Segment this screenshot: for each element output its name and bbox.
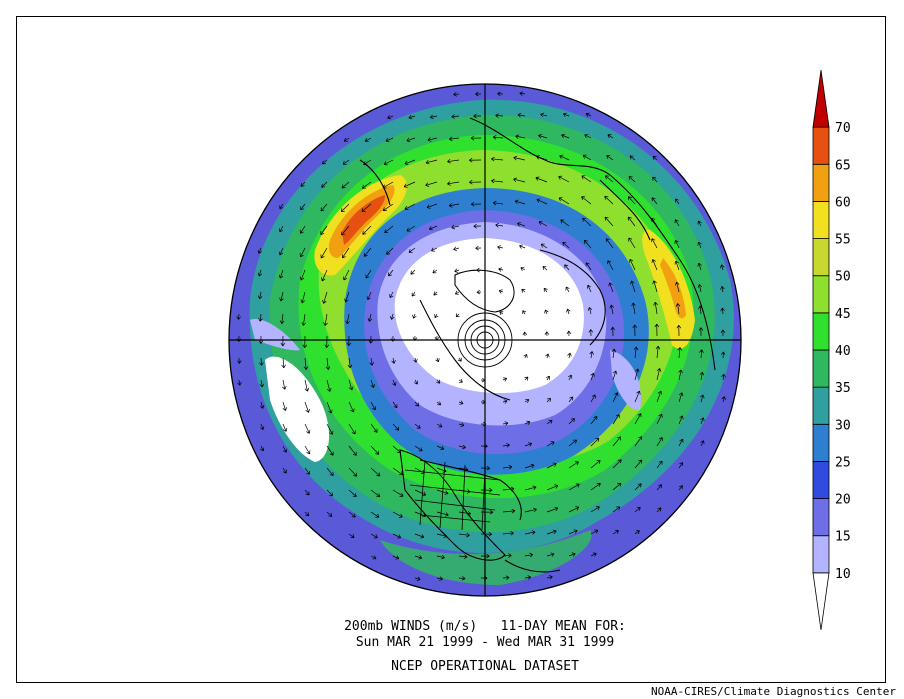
colorbar-label: 20 [835,493,851,508]
asian-jet-core-yellow [642,229,695,349]
footer-credit: NOAA-CIRES/Climate Diagnostics Center [650,685,896,698]
colorbar-label: 30 [835,418,851,433]
colorbar-label: 45 [835,307,851,322]
colorbar-label: 25 [835,455,851,470]
colorbar-swatch [812,535,830,574]
colorbar-label: 50 [835,270,851,285]
colorbar-label: 10 [835,567,851,582]
country-borders [404,459,501,531]
asian-jet-core-orange [660,258,686,319]
colorbar-swatch [812,69,830,128]
colorbar-swatch [812,461,830,499]
colorbar-swatch [812,126,830,165]
colorbar-label: 15 [835,530,851,545]
caption-line-3: NCEP OPERATIONAL DATASET [391,659,579,674]
colorbar-swatch [812,275,830,314]
colorbar-swatch [812,238,830,277]
colorbar-swatch [812,349,830,388]
wind-vectors [236,91,726,581]
caption-line-2: Sun MAR 21 1999 - Wed MAR 31 1999 [355,635,615,650]
figure-frame [16,16,886,683]
colorbar-label: 55 [835,233,851,248]
pacific-jet-core-red [342,195,386,245]
colorbar-label: 60 [835,195,851,210]
colorbar-swatch [812,163,830,202]
tropics-lavender-west [250,319,300,351]
polar-region-white [394,238,584,394]
map-boundary [228,83,742,597]
colorbar-swatch [812,312,830,351]
caption-line-1: 200mb WINDS (m/s) 11-DAY MEAN FOR: [344,619,626,634]
colorbar-swatch [812,386,830,425]
colorbar-label: 70 [835,121,851,136]
colorbar-label: 40 [835,344,851,359]
colorbar-swatch [812,201,830,239]
coastlines [359,117,716,573]
colorbar-swatch [812,572,830,631]
tropics-lavender-south [610,350,641,411]
tropics-white-west [265,356,330,462]
colorbar-label: 65 [835,158,851,173]
colorbar-swatch [812,423,830,462]
colorbar-swatch [812,498,830,537]
colorbar-label: 35 [835,381,851,396]
